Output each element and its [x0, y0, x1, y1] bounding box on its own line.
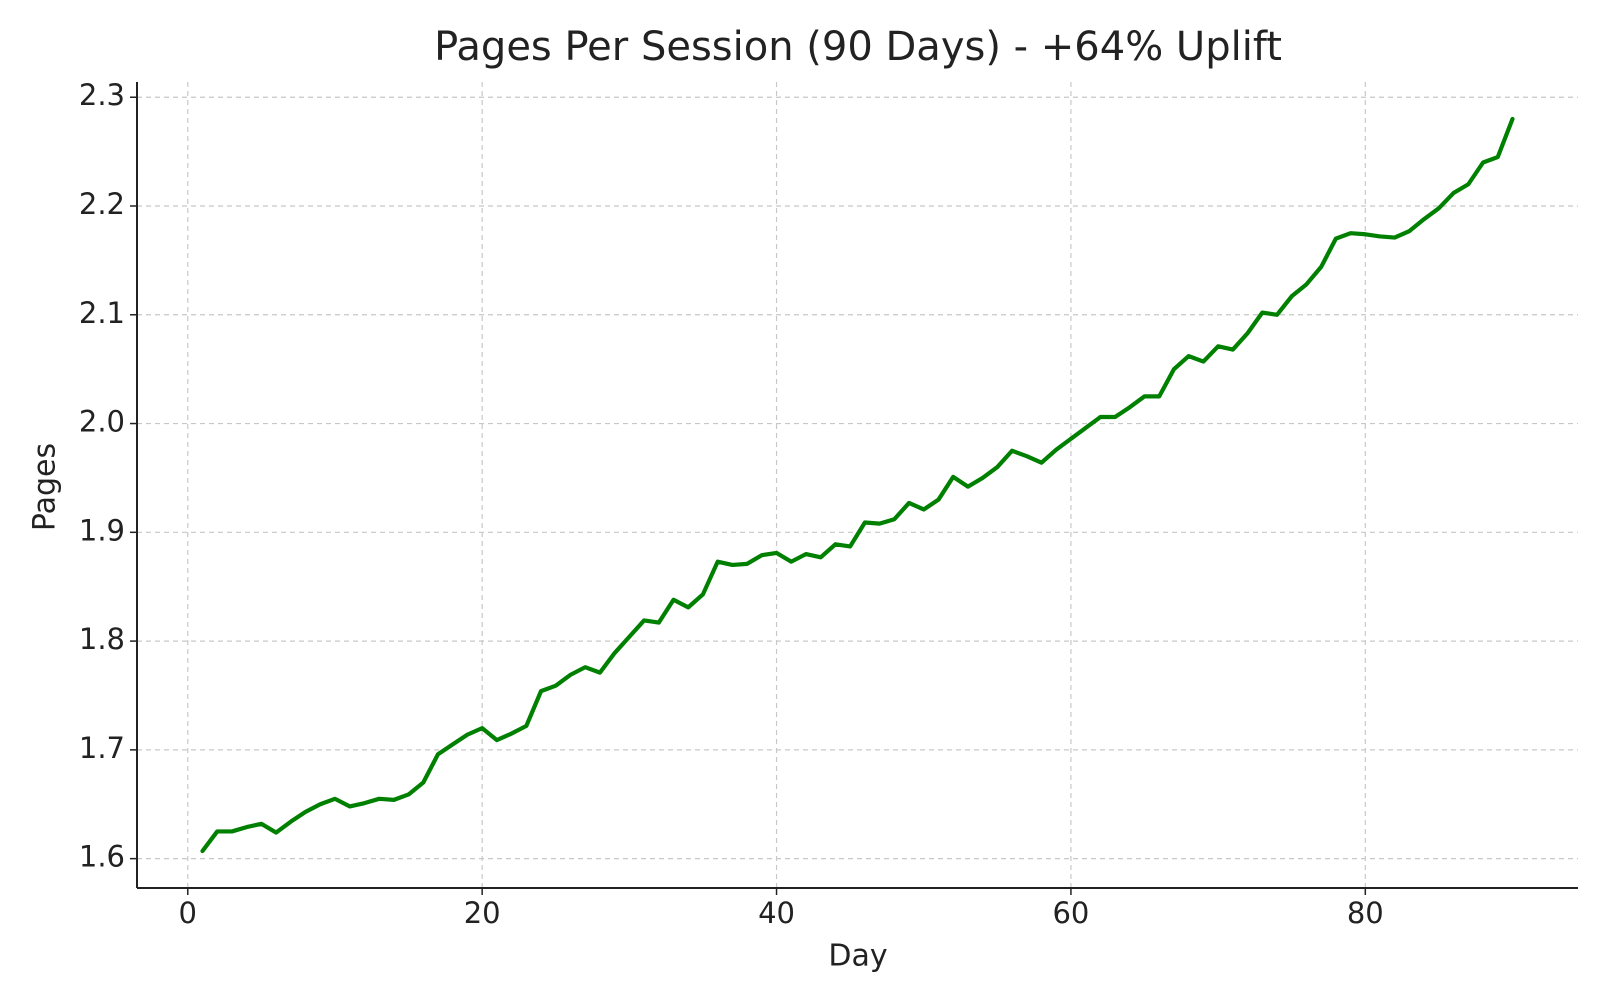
y-tick-label: 2.1: [79, 296, 125, 330]
x-tick-label: 20: [464, 896, 501, 930]
y-tick-label: 2.3: [79, 78, 125, 112]
axes: 1.6 1.7 1.8 1.9 2.0 2.1 2.2 2.3 0 20 40 60 80: [79, 78, 1578, 930]
x-tick-label: 0: [179, 896, 197, 930]
plot: [200, 116, 1515, 854]
y-tick-label: 1.9: [79, 513, 125, 547]
data-line: [200, 116, 1515, 854]
y-axis-label: Pages: [28, 443, 63, 531]
x-tick-label: 80: [1347, 896, 1384, 930]
grid: [137, 82, 1578, 888]
x-tick-label: 40: [758, 896, 795, 930]
y-tick-label: 1.7: [79, 731, 125, 765]
y-tick-label: 1.6: [79, 840, 125, 874]
x-tick-label: 60: [1052, 896, 1089, 930]
chart-title: Pages Per Session (90 Days) - +64% Uplif…: [434, 24, 1282, 70]
y-tick-label: 2.0: [79, 405, 125, 439]
y-tick-label: 1.8: [79, 622, 125, 656]
y-tick-label: 2.2: [79, 187, 125, 221]
x-axis-label: Day: [828, 939, 887, 974]
